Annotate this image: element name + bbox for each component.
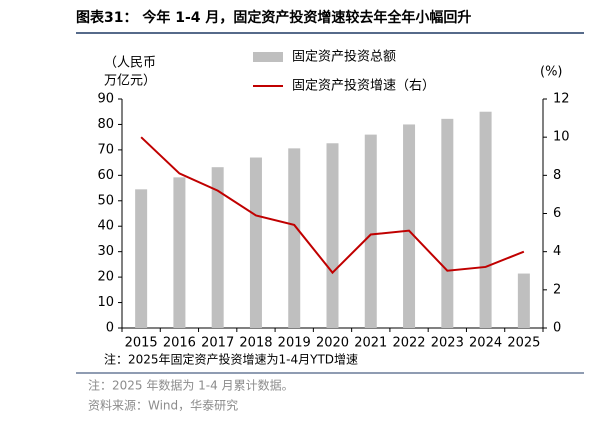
- y-tick-label: 90: [97, 92, 114, 107]
- x-tick-label: 2023: [431, 336, 464, 351]
- y-tick-label: 80: [97, 117, 114, 132]
- x-tick-label: 2025: [507, 336, 540, 351]
- y-tick-label: 0: [106, 321, 114, 336]
- bar: [288, 148, 301, 328]
- bar: [211, 167, 224, 328]
- y-tick-label: 10: [97, 295, 114, 310]
- chart-note: 注：2025年固定资产投资增速为1-4月YTD增速: [104, 352, 358, 367]
- y-tick-label: 20: [97, 270, 114, 285]
- x-tick-label: 2019: [278, 336, 311, 351]
- y2-tick-label: 8: [553, 168, 561, 183]
- y2-tick-label: 4: [553, 244, 561, 259]
- bar: [364, 134, 377, 328]
- y-label: 万亿元）: [104, 74, 156, 89]
- y-label: （人民币: [104, 56, 156, 71]
- x-tick-label: 2016: [163, 336, 196, 351]
- x-tick-label: 2020: [316, 336, 349, 351]
- y2-tick-label: 2: [553, 282, 561, 297]
- bar: [517, 273, 530, 328]
- footer-source: 资料来源：Wind，华泰研究: [88, 398, 238, 413]
- legend-label: 固定资产投资增速（右）: [292, 78, 435, 94]
- x-tick-label: 2015: [125, 336, 158, 351]
- bar: [135, 189, 148, 328]
- y2-tick-label: 12: [553, 92, 570, 107]
- y-tick-label: 60: [97, 168, 114, 183]
- x-tick-label: 2018: [239, 336, 272, 351]
- y2-tick-label: 10: [553, 130, 570, 145]
- legend-swatch: [253, 52, 283, 62]
- x-tick-label: 2024: [469, 336, 502, 351]
- legend-label: 固定资产投资总额: [292, 49, 396, 65]
- y-tick-label: 30: [97, 244, 114, 259]
- y-tick-label: 70: [97, 142, 114, 157]
- y2-tick-label: 0: [553, 321, 561, 336]
- x-tick-label: 2017: [201, 336, 234, 351]
- bar: [403, 124, 416, 328]
- chart-title: 图表31： 今年 1-4 月，固定资产投资增速较去年全年小幅回升: [76, 9, 471, 26]
- bar: [326, 143, 339, 328]
- x-tick-label: 2022: [392, 336, 425, 351]
- bar: [173, 177, 186, 328]
- bar: [249, 157, 262, 328]
- footer-note: 注：2025 年数据为 1-4 月累计数据。: [88, 378, 294, 393]
- bar: [479, 111, 492, 328]
- y-tick-label: 50: [97, 193, 114, 208]
- y-tick-label: 40: [97, 219, 114, 234]
- y2-label: (%): [540, 65, 563, 80]
- x-tick-label: 2021: [354, 336, 387, 351]
- line: [140, 136, 525, 275]
- y2-tick-label: 6: [553, 206, 561, 221]
- bar: [441, 118, 454, 328]
